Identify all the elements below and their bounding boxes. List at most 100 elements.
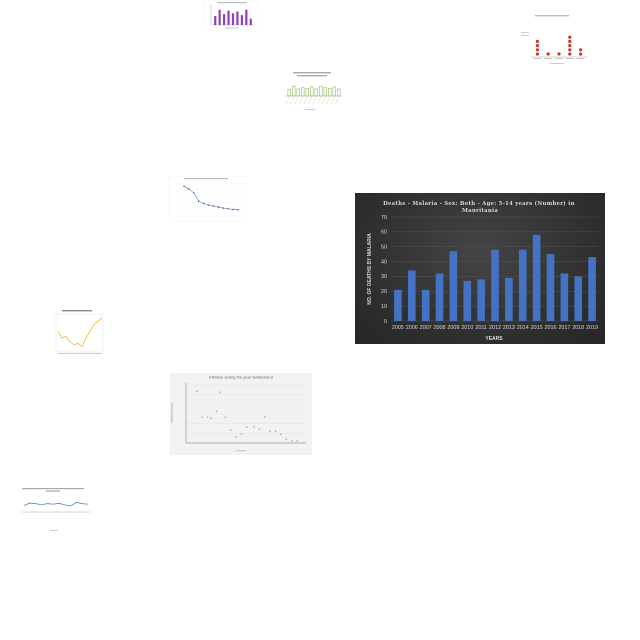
red-dot	[535, 48, 539, 52]
inflation-chart-point: ×	[224, 415, 226, 419]
blue-chart-point	[227, 207, 229, 210]
red-chart-xlabel-line	[550, 63, 564, 64]
y-tick-label: 50	[381, 245, 387, 251]
red-dot	[579, 52, 583, 56]
inflation-chart-point: ×	[219, 391, 221, 395]
inflation-chart-point: ×	[296, 439, 298, 443]
green-chart-tick-line	[285, 96, 290, 105]
blue-chart-point	[222, 207, 225, 209]
red-dot-chart-svg	[520, 12, 592, 67]
blue-chart-point	[193, 192, 195, 194]
green-bar	[332, 86, 336, 97]
green-chart-tick-line	[303, 96, 308, 105]
blue-line-chart-2-svg	[12, 486, 94, 534]
thumbnail-inflation-scatter-chart: Inflation during the year Switzerland × ×…	[170, 373, 312, 455]
thumbnail-blue-line-chart-2	[12, 486, 94, 534]
red-dot	[568, 44, 572, 48]
bar-2011	[477, 279, 485, 321]
yellow-line-chart-svg	[48, 308, 106, 358]
red-dot	[535, 52, 539, 56]
purple-chart-bars	[214, 9, 252, 25]
y-tick-label: 60	[381, 230, 387, 236]
inflation-chart-point: ×	[196, 390, 198, 394]
red-dot	[568, 39, 572, 43]
green-chart-tick-line	[290, 96, 294, 105]
green-chart-tick-line	[326, 96, 330, 105]
inflation-chart-point: ×	[269, 429, 271, 433]
green-chart-title-line	[293, 72, 331, 74]
x-tick-label: 2012	[489, 325, 501, 331]
thumbnail-yellow-line-chart	[48, 308, 106, 358]
green-bar-chart-svg	[279, 70, 345, 114]
green-chart-frame	[279, 70, 345, 114]
green-bar	[287, 89, 291, 97]
blue-chart-point	[183, 185, 185, 188]
inflation-scatter-svg: Inflation during the year Switzerland ××…	[170, 373, 312, 455]
purple-chart-xlabel-line	[225, 27, 239, 29]
purple-bar	[214, 16, 217, 25]
green-chart-tick-line	[330, 96, 335, 105]
purple-bar	[227, 10, 230, 25]
thumbnail-blue-line-chart	[168, 176, 248, 222]
red-dot	[546, 52, 550, 56]
green-bar	[305, 88, 309, 97]
red-dot	[568, 52, 572, 56]
malaria-chart-title-line-1: Deaths - Malaria - Sex: Both - Age: 5-14…	[383, 200, 575, 207]
green-chart-bars	[285, 85, 341, 105]
green-chart-tick-line	[335, 96, 339, 105]
purple-bar	[218, 9, 221, 25]
inflation-chart-point: ×	[230, 428, 232, 432]
blue-chart-title-line	[184, 178, 228, 180]
blue-chart-frame	[168, 176, 248, 222]
red-chart-ylabel-line	[521, 32, 529, 33]
green-chart-tick-line	[299, 96, 303, 105]
green-bar	[319, 85, 323, 97]
green-bar	[296, 88, 300, 97]
thumbnail-green-bar-chart	[279, 70, 345, 114]
bar-2019	[588, 257, 596, 321]
x-tick-label: 2013	[503, 325, 515, 331]
x-tick-label: 2009	[447, 325, 459, 331]
inflation-chart-point: ×	[210, 417, 212, 421]
blue-chart-point	[207, 204, 210, 206]
y-tick-label: 10	[381, 304, 387, 310]
blue2-chart-xlabel-line	[50, 530, 58, 531]
malaria-chart-bars	[394, 234, 596, 321]
malaria-chart-title: Deaths - Malaria - Sex: Both - Age: 5-14…	[383, 200, 577, 214]
y-tick-label: 40	[381, 259, 387, 265]
yellow-chart-plot-area	[55, 313, 104, 353]
inflation-chart-point: ×	[258, 427, 260, 431]
inflation-chart-point: ×	[246, 426, 248, 430]
inflation-chart-point: ×	[280, 433, 282, 437]
red-dot	[568, 48, 572, 52]
inflation-chart-xlabel-line	[236, 450, 246, 452]
red-chart-tick-line	[533, 58, 542, 59]
blue2-chart-title-line	[22, 488, 84, 490]
x-tick-label: 2008	[434, 325, 446, 331]
x-tick-label: 2019	[586, 325, 598, 331]
purple-bar	[240, 15, 243, 25]
bar-2006	[407, 270, 416, 321]
bar-2007	[421, 289, 430, 321]
blue-chart-points	[183, 185, 239, 211]
malaria-deaths-bar-chart: Deaths - Malaria - Sex: Both - Age: 5-14…	[355, 193, 605, 344]
blue-chart-point	[212, 205, 215, 207]
red-chart-tick-line	[576, 58, 585, 59]
y-tick-label: 30	[381, 274, 387, 280]
green-chart-tick-line	[317, 96, 321, 105]
blue-chart-point	[202, 202, 205, 205]
inflation-chart-point: ×	[264, 415, 266, 419]
x-tick-label: 2018	[572, 325, 584, 331]
red-dot	[535, 39, 539, 43]
green-bar	[328, 88, 332, 97]
blue-chart-line	[183, 186, 239, 211]
malaria-chart-y-axis-label: NO. OF DEATHS BY MALARIA	[367, 233, 373, 305]
bar-2005	[394, 289, 402, 321]
red-chart-dots	[533, 35, 585, 59]
purple-chart-title-line	[217, 2, 247, 4]
red-dot	[568, 35, 572, 39]
malaria-chart-y-ticks: 0 10 20 30 40 50 60 70	[381, 215, 387, 325]
red-dot	[557, 52, 561, 56]
red-chart-tick-line	[565, 58, 574, 59]
green-bar	[301, 87, 305, 97]
